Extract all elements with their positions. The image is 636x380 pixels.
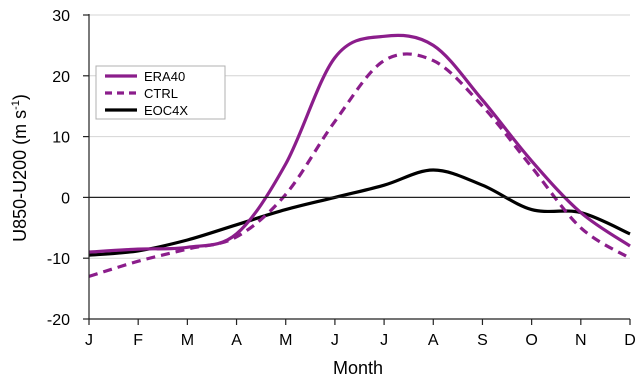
legend-label-ctrl: CTRL <box>144 86 178 101</box>
x-axis-title: Month <box>333 358 383 378</box>
x-tick-label: J <box>380 332 388 349</box>
y-axis-title-close: ) <box>10 94 30 100</box>
x-tick-label: N <box>575 332 587 349</box>
x-tick-label: F <box>133 332 143 349</box>
x-tick-label: J <box>85 332 93 349</box>
x-tick-label: J <box>331 332 339 349</box>
series-line-ctrl <box>88 52 631 278</box>
series-line-era40 <box>88 33 631 254</box>
x-tick-label: A <box>428 332 439 349</box>
legend-label-eoc4x: EOC4X <box>144 103 188 118</box>
y-tick-label: -20 <box>47 312 70 329</box>
y-axis-title-sup: -1 <box>10 100 22 110</box>
y-tick-label: 10 <box>52 130 70 147</box>
legend-label-era40: ERA40 <box>144 69 185 84</box>
axes <box>83 14 631 325</box>
y-axis-title: U850-U200 (m s-1) <box>10 94 30 242</box>
grid-lines <box>89 14 630 259</box>
y-axis-title-main: U850-U200 (m s <box>10 110 30 242</box>
tick-labels: -20 -10 0 10 20 30 J F M A M J J A S O N D <box>47 8 636 349</box>
y-tick-label: 30 <box>52 8 70 25</box>
x-tick-label: A <box>231 332 242 349</box>
x-tick-label: D <box>624 332 636 349</box>
y-tick-label: -10 <box>47 251 70 268</box>
x-tick-label: M <box>181 332 194 349</box>
y-tick-label: 20 <box>52 69 70 86</box>
x-tick-label: M <box>279 332 292 349</box>
legend: ERA40 CTRL EOC4X <box>95 65 226 120</box>
x-tick-label: S <box>477 332 488 349</box>
x-tick-label: O <box>525 332 537 349</box>
y-tick-label: 0 <box>61 190 70 207</box>
series-line-eoc4x <box>88 168 631 257</box>
series-lines <box>88 33 631 278</box>
